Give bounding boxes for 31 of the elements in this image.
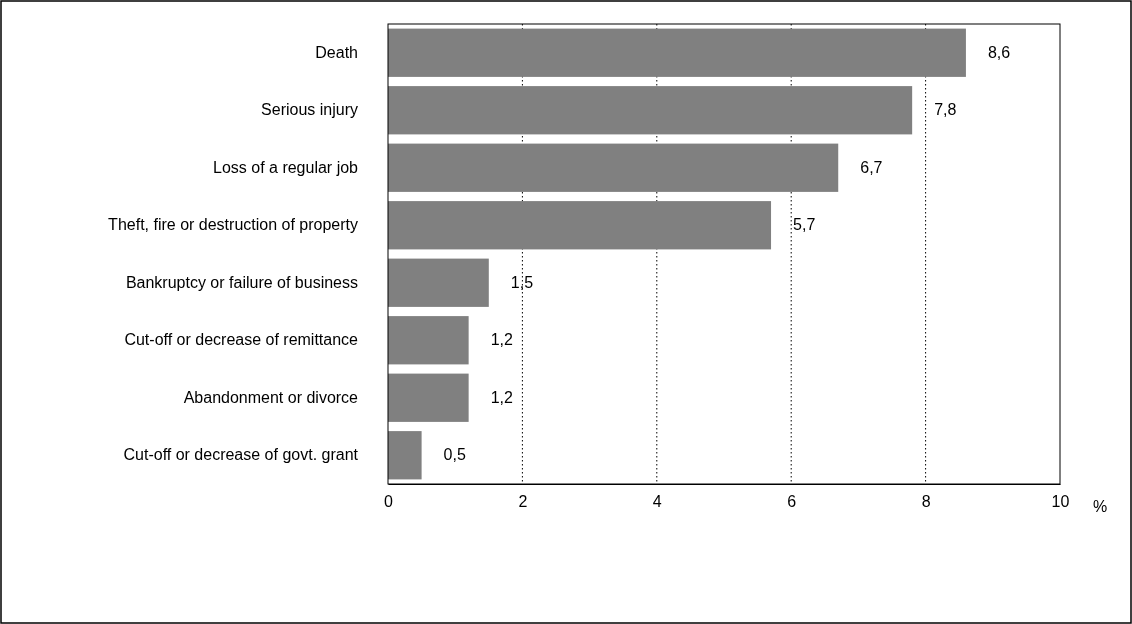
bar [388,143,839,192]
bar [388,28,966,77]
x-axis-title: % [1092,498,1108,515]
data-label: 6,7 [860,158,883,176]
y-tick-label: Theft, fire or destruction of property [108,216,358,234]
x-tick-label: 0 [384,493,394,511]
y-tick-label: Serious injury [261,101,358,119]
data-label: 7,8 [934,101,957,119]
bar [388,258,489,307]
x-tick-label: 2 [518,493,528,511]
x-tick-label: 4 [652,493,662,511]
y-tick-label: Cut-off or decrease of govt. grant [123,446,359,464]
data-label: 8,6 [987,43,1011,61]
y-tick-label: Loss of a regular job [213,158,359,176]
bar [388,431,422,480]
x-tick-label: 6 [787,493,797,511]
data-label: 1,5 [510,273,534,291]
bar [388,201,772,250]
x-tick-label: 10 [1051,493,1070,511]
data-label: 5,7 [793,216,816,234]
y-tick-label: Cut-off or decrease of remittance [124,331,359,349]
y-tick-label: Death [315,43,358,61]
bar [388,316,469,365]
bar [388,86,913,135]
data-label: 1,2 [490,388,513,406]
y-tick-label: Bankruptcy or failure of business [125,273,358,291]
x-tick-label: 8 [921,493,931,511]
y-tick-label: Abandonment or divorce [183,388,359,406]
data-label: 0,5 [443,446,466,464]
data-label: 1,2 [490,331,513,349]
bar [388,373,469,422]
